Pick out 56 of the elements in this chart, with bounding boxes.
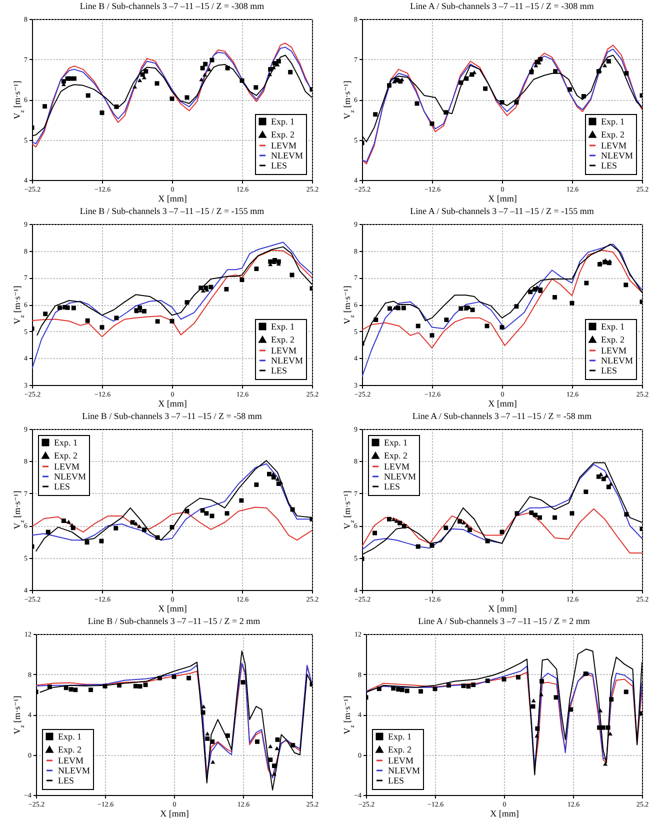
legend-label: NLEVM <box>384 472 416 482</box>
legend-label: Exp. 1 <box>271 116 294 126</box>
legend-label: NLEVM <box>58 766 90 776</box>
legend-label: Exp. 1 <box>54 438 78 448</box>
chart-title: Line B / Sub-channels 3 –7 –11 –15 / Z = -155 mm <box>80 206 264 216</box>
legend-label: LEVM <box>601 140 626 150</box>
legend-label: LEVM <box>384 462 410 472</box>
legend-label: Exp. 2 <box>384 450 408 460</box>
legend-label: NLEVM <box>271 356 303 366</box>
legend-label: NLEVM <box>601 150 633 160</box>
legend-label: Exp. 1 <box>384 438 408 448</box>
x-axis-title: X [mm] <box>158 604 187 614</box>
legend-label: LES <box>384 482 400 492</box>
chart-title: Line A / Sub-channels 3 –7 –11 –15 / Z = -155 mm <box>410 206 594 216</box>
chart-title: Line B / Sub-channels 3 –7 –11 –15 / Z = 2 mm <box>88 616 260 626</box>
legend-label: LES <box>601 160 618 170</box>
x-axis-title: X [mm] <box>158 398 187 408</box>
x-axis-title: X [mm] <box>488 194 517 204</box>
legend-label: LEVM <box>271 346 296 356</box>
legend-label: LES <box>388 776 404 786</box>
legend-label: LES <box>58 776 74 786</box>
legend-label: LEVM <box>58 756 84 766</box>
legend-label: Exp. 2 <box>601 334 624 344</box>
legend-label: Exp. 2 <box>54 450 78 460</box>
chart-title: Line B / Sub-channels 3 –7 –11 –15 / Z = -308 mm <box>80 1 264 11</box>
x-axis-title: X [mm] <box>160 808 189 818</box>
chart-title: Line A / Sub-channels 3 –7 –11 –15 / Z = 2 mm <box>418 616 590 626</box>
legend-label: Exp. 1 <box>601 116 624 126</box>
legend-label: Exp. 1 <box>388 732 412 742</box>
legend-label: LES <box>271 160 288 170</box>
legend-label: NLEVM <box>388 766 420 776</box>
legend-label: Exp. 1 <box>271 322 294 332</box>
legend-label: LES <box>54 482 70 492</box>
legend-label: NLEVM <box>601 356 633 366</box>
legend-label: LEVM <box>388 756 414 766</box>
legend-label: LEVM <box>601 346 626 356</box>
x-axis-title: X [mm] <box>158 194 187 204</box>
chart-title: Line A / Sub-channels 3 –7 –11 –15 / Z = -308 mm <box>410 1 594 11</box>
legend-label: Exp. 1 <box>601 322 624 332</box>
chart-title: Line B / Sub-channels 3 –7 –11 –15 / Z = -58 mm <box>82 411 262 421</box>
legend-label: NLEVM <box>271 150 303 160</box>
legend-label: Exp. 2 <box>271 334 294 344</box>
chart-title: Line A / Sub-channels 3 –7 –11 –15 / Z = -58 mm <box>412 411 592 421</box>
legend-label: Exp. 2 <box>58 744 82 754</box>
x-axis-title: X [mm] <box>488 604 517 614</box>
x-axis-title: X [mm] <box>488 398 517 408</box>
legend-label: LEVM <box>271 140 296 150</box>
legend-label: NLEVM <box>54 472 86 482</box>
x-axis-title: X [mm] <box>490 808 519 818</box>
legend-label: Exp. 2 <box>601 130 624 140</box>
legend-label: LES <box>271 366 288 376</box>
legend-label: Exp. 2 <box>271 130 294 140</box>
legend-label: Exp. 1 <box>58 732 82 742</box>
legend-label: Exp. 2 <box>388 744 412 754</box>
legend-label: LES <box>601 366 618 376</box>
legend-label: LEVM <box>54 462 80 472</box>
